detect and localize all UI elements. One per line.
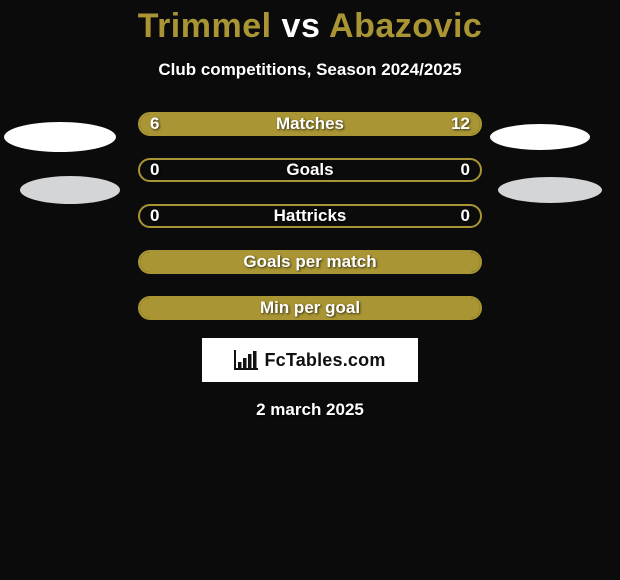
bar-left	[140, 252, 480, 272]
stat-row-hattricks: Hattricks 0 0	[0, 204, 620, 228]
bar-label: Hattricks	[140, 206, 480, 226]
vs-text: vs	[282, 7, 321, 45]
stats-rows: Matches 6 12 Goals 0 0 Hattricks 0 0	[0, 112, 620, 320]
bar-container: Min per goal	[138, 296, 482, 320]
bar-left	[140, 298, 480, 318]
value-left: 6	[150, 112, 159, 136]
value-left: 0	[150, 204, 159, 228]
stat-row-goals: Goals 0 0	[0, 158, 620, 182]
player1-name: Trimmel	[138, 7, 272, 45]
value-left: 0	[150, 158, 159, 182]
subtitle: Club competitions, Season 2024/2025	[0, 60, 620, 80]
value-right: 12	[451, 112, 470, 136]
bar-container: Hattricks	[138, 204, 482, 228]
bar-right	[245, 114, 480, 134]
value-right: 0	[461, 204, 470, 228]
date-text: 2 march 2025	[0, 400, 620, 420]
bar-container: Goals per match	[138, 250, 482, 274]
bar-label: Goals	[140, 160, 480, 180]
comparison-infographic: Trimmel vs Abazovic Club competitions, S…	[0, 0, 620, 580]
player2-name: Abazovic	[329, 7, 482, 45]
site-logo-text: FcTables.com	[264, 350, 385, 371]
bar-container: Goals	[138, 158, 482, 182]
value-right: 0	[461, 158, 470, 182]
stat-row-matches: Matches 6 12	[0, 112, 620, 136]
stat-row-goals-per-match: Goals per match	[0, 250, 620, 274]
site-logo: FcTables.com	[202, 338, 418, 382]
bar-container: Matches	[138, 112, 482, 136]
bar-chart-icon	[234, 350, 258, 370]
page-title: Trimmel vs Abazovic	[0, 7, 620, 46]
stat-row-min-per-goal: Min per goal	[0, 296, 620, 320]
